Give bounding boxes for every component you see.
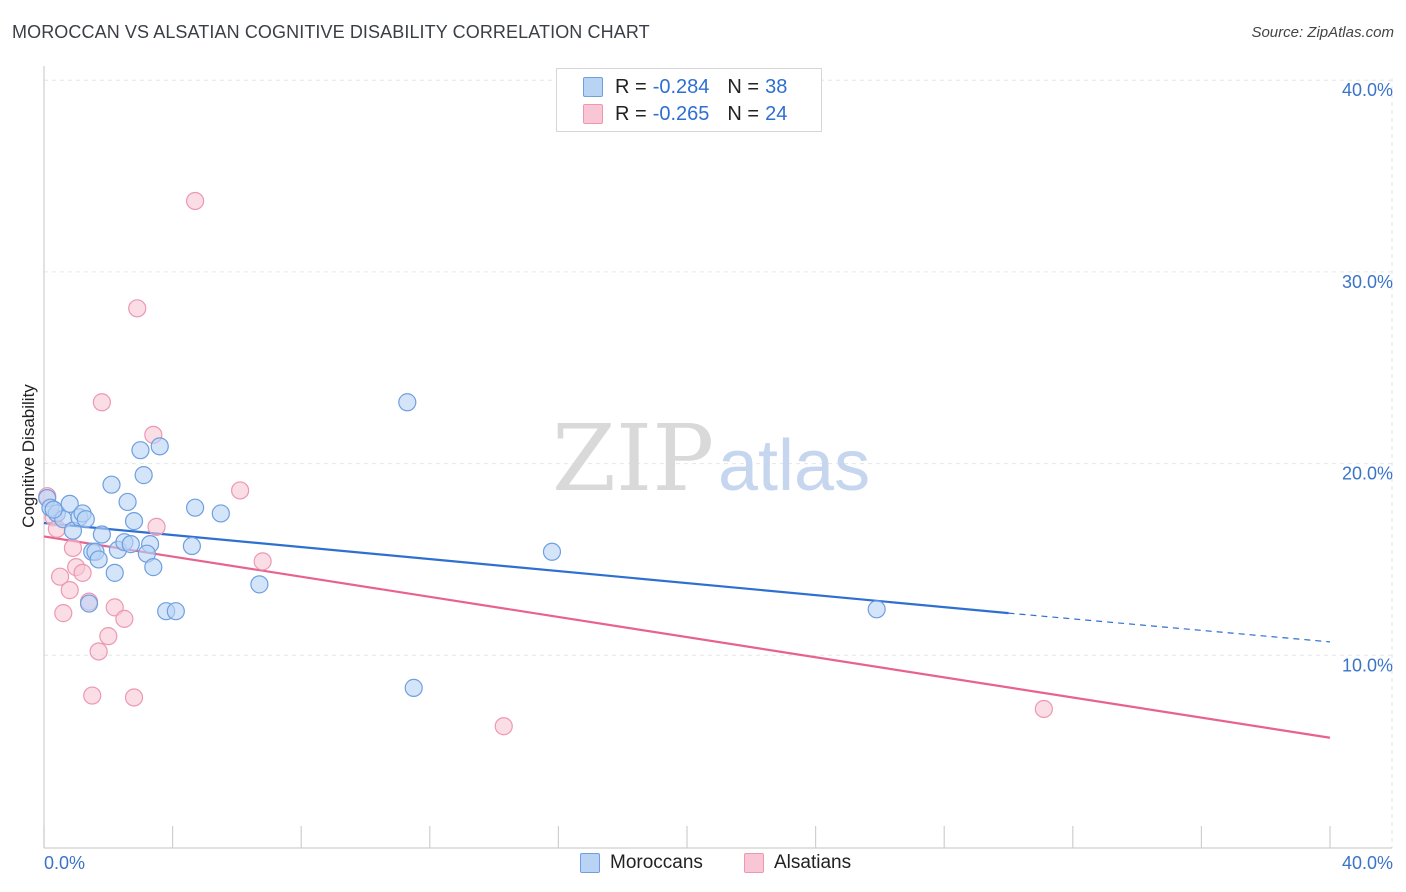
point-moroccan [182, 536, 201, 556]
point-moroccan [867, 600, 886, 619]
y-axis-label: Cognitive Disability [19, 384, 38, 528]
point-alsatian [50, 567, 70, 586]
legend-n-label: N = [727, 75, 760, 98]
point-moroccan [124, 512, 144, 531]
source-label: Source: ZipAtlas.com [1251, 24, 1394, 41]
point-moroccan [60, 494, 79, 513]
point-alsatian [92, 393, 111, 412]
x-axis-ticks [43, 826, 1331, 848]
point-alsatian [63, 538, 83, 558]
point-alsatian [231, 481, 250, 500]
point-alsatian [186, 191, 205, 211]
bottom-legend-alsatians: Alsatians [744, 852, 851, 874]
point-moroccan [211, 504, 230, 523]
legend-n-value: 24 [765, 102, 788, 125]
gridlines [44, 78, 1393, 848]
point-alsatian [124, 688, 144, 707]
chart-title: MOROCCAN VS ALSATIAN COGNITIVE DISABILIT… [12, 22, 650, 42]
point-alsatian [115, 609, 134, 628]
legend-row-moroccans: R = -0.284 N = 38 [583, 76, 787, 98]
point-moroccan [79, 594, 99, 613]
trendline-alsatians [43, 535, 1331, 739]
point-moroccan [134, 466, 153, 485]
point-moroccan [542, 542, 562, 561]
trendline-moroccans [43, 521, 1009, 615]
bottom-legend-label-moroccans: Moroccans [610, 852, 703, 873]
legend-r-label: R = [615, 75, 647, 98]
legend-r-label: R = [615, 102, 647, 125]
bottom-legend-swatch-moroccans [580, 853, 600, 873]
point-moroccan [118, 492, 137, 512]
y-tick-label: 20.0% [1342, 464, 1393, 484]
point-moroccan [92, 525, 111, 544]
point-moroccan [131, 441, 150, 460]
legend-swatch-moroccans [583, 77, 603, 97]
x-tick-label-min: 0.0% [44, 853, 85, 873]
point-alsatian [54, 604, 73, 623]
point-alsatian [253, 552, 272, 571]
point-moroccan [89, 550, 108, 569]
legend-r-value: -0.265 [652, 102, 710, 125]
legend-r-value: -0.284 [652, 75, 710, 98]
point-moroccan [186, 498, 205, 517]
point-alsatian [73, 563, 92, 582]
legend-row-alsatians: R = -0.265 N = 24 [583, 103, 787, 125]
point-moroccan [150, 437, 169, 456]
trend-lines [43, 521, 1331, 739]
legend-n-label: N = [727, 102, 760, 125]
data-points [38, 191, 1053, 736]
bottom-legend-moroccans: Moroccans [580, 852, 703, 874]
axes [43, 66, 1392, 849]
point-moroccan [44, 500, 63, 519]
point-alsatian [89, 642, 108, 661]
point-moroccan [105, 563, 124, 582]
point-alsatian [1034, 699, 1053, 719]
point-moroccan [398, 393, 417, 412]
legend-swatch-alsatians [583, 104, 603, 124]
point-moroccan [76, 510, 95, 529]
point-alsatian [99, 627, 118, 646]
legend-n-value: 38 [765, 75, 788, 98]
point-moroccan [250, 575, 269, 594]
y-tick-label: 10.0% [1342, 655, 1393, 675]
point-alsatian [60, 581, 79, 600]
x-tick-label-max: 40.0% [1342, 853, 1393, 873]
trendline-moroccans-extension [1008, 612, 1331, 643]
watermark-zip: ZIP [552, 405, 714, 512]
point-moroccan [404, 678, 423, 697]
point-alsatian [128, 299, 147, 318]
point-moroccan [121, 535, 140, 554]
correlation-legend: R = -0.284 N = 38 R = -0.265 N = 24 [556, 68, 822, 132]
y-tick-label: 40.0% [1342, 80, 1393, 100]
y-axis-tick-labels: 10.0% 20.0% 30.0% 40.0% [1342, 80, 1393, 675]
point-moroccan [144, 558, 163, 577]
y-tick-label: 30.0% [1342, 272, 1393, 292]
point-alsatian [494, 717, 513, 736]
point-moroccan [166, 602, 185, 621]
point-alsatian [147, 517, 166, 536]
bottom-legend-swatch-alsatians [744, 853, 764, 873]
watermark-atlas: atlas [718, 426, 870, 506]
point-alsatian [83, 686, 102, 705]
bottom-legend-label-alsatians: Alsatians [774, 852, 852, 873]
point-moroccan [102, 475, 121, 494]
